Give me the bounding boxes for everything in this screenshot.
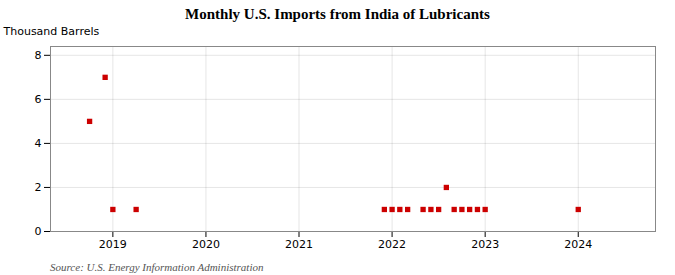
svg-text:0: 0: [35, 225, 42, 238]
svg-text:2024: 2024: [564, 238, 592, 251]
svg-text:2022: 2022: [378, 238, 406, 251]
svg-text:2023: 2023: [471, 238, 499, 251]
svg-text:4: 4: [35, 137, 42, 150]
svg-text:2019: 2019: [99, 238, 127, 251]
svg-text:8: 8: [35, 49, 42, 62]
svg-text:Thousand Barrels: Thousand Barrels: [3, 25, 100, 38]
svg-text:2021: 2021: [285, 238, 313, 251]
svg-text:6: 6: [35, 93, 42, 106]
html-text:Monthly U.S. Imports from Indi: Monthly U.S. Imports from India of Lubri…: [185, 6, 490, 22]
svg-text:2: 2: [35, 181, 42, 194]
html-text:Source: U.S. Energy Informatio: Source: U.S. Energy Information Administ…: [50, 261, 264, 273]
svg-text:2020: 2020: [192, 238, 220, 251]
